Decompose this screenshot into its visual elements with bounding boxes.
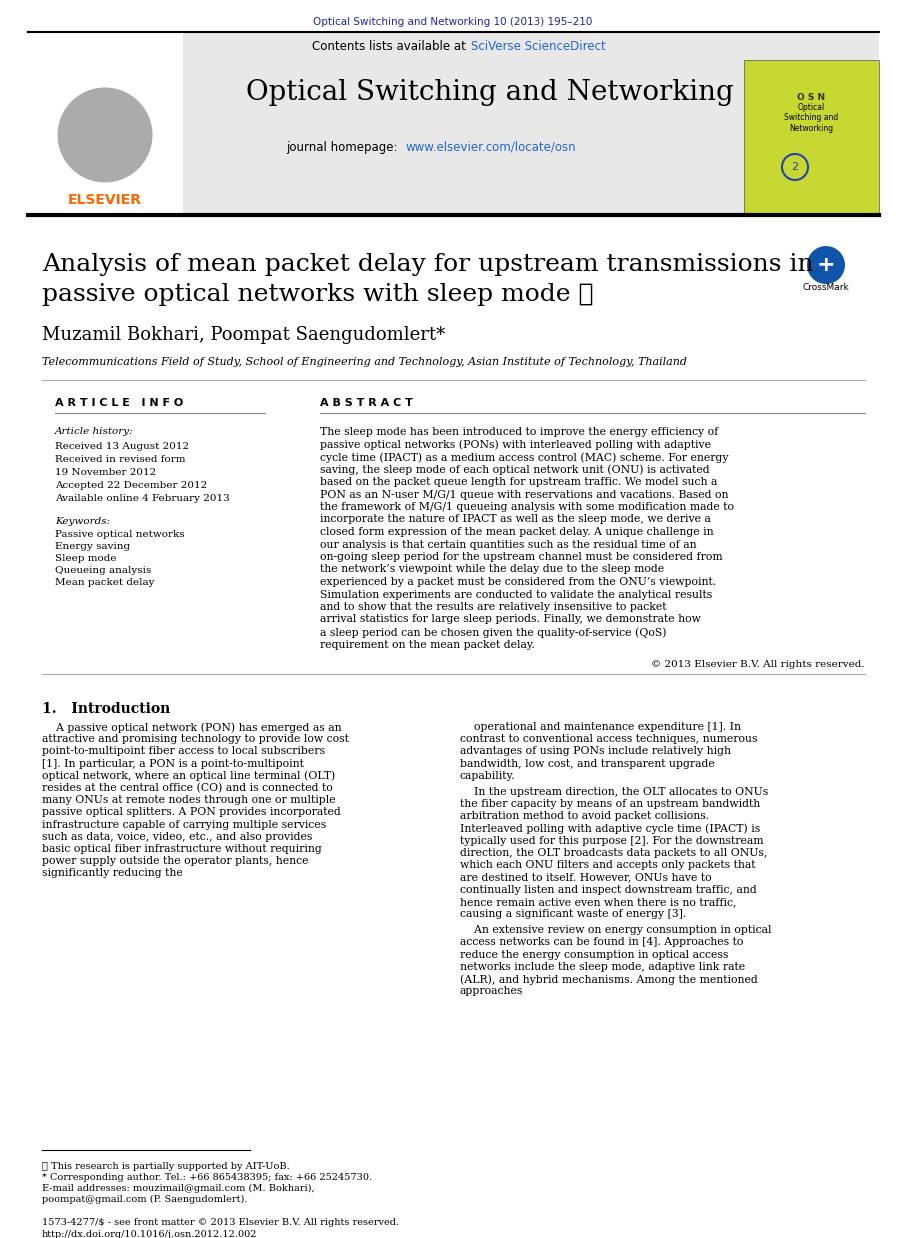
Text: reduce the energy consumption in optical access: reduce the energy consumption in optical…	[460, 950, 728, 959]
Text: passive optical splitters. A PON provides incorporated: passive optical splitters. A PON provide…	[42, 807, 341, 817]
Text: O S N: O S N	[797, 93, 825, 102]
Text: Mean packet delay: Mean packet delay	[55, 578, 154, 587]
Text: Sleep mode: Sleep mode	[55, 553, 116, 563]
Text: Contents lists available at: Contents lists available at	[312, 41, 470, 53]
Text: * Corresponding author. Tel.: +66 865438395; fax: +66 25245730.: * Corresponding author. Tel.: +66 865438…	[42, 1172, 372, 1182]
Text: contrast to conventional access techniques, numerous: contrast to conventional access techniqu…	[460, 734, 757, 744]
Text: a sleep period can be chosen given the quality-of-service (QoS): a sleep period can be chosen given the q…	[320, 626, 667, 638]
Text: 2: 2	[792, 162, 798, 172]
Text: based on the packet queue length for upstream traffic. We model such a: based on the packet queue length for ups…	[320, 477, 717, 487]
Ellipse shape	[57, 88, 152, 182]
Text: ELSEVIER: ELSEVIER	[68, 193, 142, 207]
Text: cycle time (IPACT) as a medium access control (MAC) scheme. For energy: cycle time (IPACT) as a medium access co…	[320, 452, 728, 463]
Text: www.elsevier.com/locate/osn: www.elsevier.com/locate/osn	[406, 140, 577, 154]
Text: Interleaved polling with adaptive cycle time (IPACT) is: Interleaved polling with adaptive cycle …	[460, 823, 760, 834]
Text: attractive and promising technology to provide low cost: attractive and promising technology to p…	[42, 734, 349, 744]
Text: A R T I C L E   I N F O: A R T I C L E I N F O	[55, 397, 183, 409]
Text: Optical Switching and Networking 10 (2013) 195–210: Optical Switching and Networking 10 (201…	[313, 17, 592, 27]
Text: 19 November 2012: 19 November 2012	[55, 468, 156, 477]
Text: continually listen and inspect downstream traffic, and: continually listen and inspect downstrea…	[460, 885, 756, 895]
Text: +: +	[816, 255, 835, 275]
Text: Simulation experiments are conducted to validate the analytical results: Simulation experiments are conducted to …	[320, 589, 712, 599]
Bar	[28, 32, 183, 215]
Text: networks include the sleep mode, adaptive link rate: networks include the sleep mode, adaptiv…	[460, 962, 746, 972]
Text: (ALR), and hybrid mechanisms. Among the mentioned: (ALR), and hybrid mechanisms. Among the …	[460, 974, 757, 984]
Text: capability.: capability.	[460, 771, 515, 781]
Text: Energy saving: Energy saving	[55, 542, 130, 551]
Text: Keywords:: Keywords:	[55, 517, 110, 526]
Text: requirement on the mean packet delay.: requirement on the mean packet delay.	[320, 640, 535, 650]
Text: Optical
Switching and
Networking: Optical Switching and Networking	[784, 103, 838, 132]
Text: and to show that the results are relatively insensitive to packet: and to show that the results are relativ…	[320, 602, 667, 612]
Text: bandwidth, low cost, and transparent upgrade: bandwidth, low cost, and transparent upg…	[460, 759, 715, 769]
Text: Optical Switching and Networking: Optical Switching and Networking	[246, 78, 734, 105]
Text: journal homepage:: journal homepage:	[286, 140, 405, 154]
Text: arrival statistics for large sleep periods. Finally, we demonstrate how: arrival statistics for large sleep perio…	[320, 614, 701, 624]
Text: saving, the sleep mode of each optical network unit (ONU) is activated: saving, the sleep mode of each optical n…	[320, 464, 709, 475]
Text: Muzamil Bokhari, Poompat Saengudomlert*: Muzamil Bokhari, Poompat Saengudomlert*	[42, 326, 445, 344]
Text: 1573-4277/$ - see front matter © 2013 Elsevier B.V. All rights reserved.: 1573-4277/$ - see front matter © 2013 El…	[42, 1218, 399, 1227]
Text: typically used for this purpose [2]. For the downstream: typically used for this purpose [2]. For…	[460, 836, 764, 846]
Bar	[744, 59, 879, 215]
Text: basic optical fiber infrastructure without requiring: basic optical fiber infrastructure witho…	[42, 844, 322, 854]
Text: © 2013 Elsevier B.V. All rights reserved.: © 2013 Elsevier B.V. All rights reserved…	[651, 660, 865, 669]
Text: which each ONU filters and accepts only packets that: which each ONU filters and accepts only …	[460, 860, 756, 870]
Text: the framework of M/G/1 queueing analysis with some modification made to: the framework of M/G/1 queueing analysis…	[320, 501, 734, 513]
Text: experienced by a packet must be considered from the ONU’s viewpoint.: experienced by a packet must be consider…	[320, 577, 717, 587]
Text: Analysis of mean packet delay for upstream transmissions in: Analysis of mean packet delay for upstre…	[42, 254, 814, 276]
Text: The sleep mode has been introduced to improve the energy efficiency of: The sleep mode has been introduced to im…	[320, 427, 718, 437]
Text: direction, the OLT broadcasts data packets to all ONUs,: direction, the OLT broadcasts data packe…	[460, 848, 767, 858]
Text: E-mail addresses: mouzimail@gmail.com (M. Bokhari),: E-mail addresses: mouzimail@gmail.com (M…	[42, 1184, 315, 1193]
Text: point-to-multipoint fiber access to local subscribers: point-to-multipoint fiber access to loca…	[42, 747, 325, 756]
Text: Telecommunications Field of Study, School of Engineering and Technology, Asian I: Telecommunications Field of Study, Schoo…	[42, 357, 687, 366]
Text: arbitration method to avoid packet collisions.: arbitration method to avoid packet colli…	[460, 811, 709, 821]
Text: passive optical networks with sleep mode ☆: passive optical networks with sleep mode…	[42, 284, 593, 307]
Text: hence remain active even when there is no traffic,: hence remain active even when there is n…	[460, 896, 736, 906]
Text: optical network, where an optical line terminal (OLT): optical network, where an optical line t…	[42, 771, 336, 781]
Text: Available online 4 February 2013: Available online 4 February 2013	[55, 494, 229, 503]
Text: CrossMark: CrossMark	[803, 282, 849, 291]
Text: An extensive review on energy consumption in optical: An extensive review on energy consumptio…	[460, 925, 772, 935]
Text: [1]. In particular, a PON is a point-to-multipoint: [1]. In particular, a PON is a point-to-…	[42, 759, 304, 769]
Text: PON as an N-user M/G/1 queue with reservations and vacations. Based on: PON as an N-user M/G/1 queue with reserv…	[320, 489, 728, 499]
Text: the network’s viewpoint while the delay due to the sleep mode: the network’s viewpoint while the delay …	[320, 565, 664, 574]
Text: are destined to itself. However, ONUs have to: are destined to itself. However, ONUs ha…	[460, 873, 712, 883]
Text: SciVerse ScienceDirect: SciVerse ScienceDirect	[471, 41, 606, 53]
Text: significantly reducing the: significantly reducing the	[42, 868, 182, 879]
Text: infrastructure capable of carrying multiple services: infrastructure capable of carrying multi…	[42, 820, 327, 829]
Text: Received in revised form: Received in revised form	[55, 456, 186, 464]
Text: the fiber capacity by means of an upstream bandwidth: the fiber capacity by means of an upstre…	[460, 800, 760, 810]
Bar	[28, 32, 879, 215]
Text: approaches: approaches	[460, 987, 523, 997]
Text: 1.   Introduction: 1. Introduction	[42, 702, 171, 716]
Text: Received 13 August 2012: Received 13 August 2012	[55, 442, 190, 451]
Text: Article history:: Article history:	[55, 427, 133, 436]
Circle shape	[807, 246, 845, 284]
Text: A passive optical network (PON) has emerged as an: A passive optical network (PON) has emer…	[42, 722, 342, 733]
Text: operational and maintenance expenditure [1]. In: operational and maintenance expenditure …	[460, 722, 741, 732]
Text: access networks can be found in [4]. Approaches to: access networks can be found in [4]. App…	[460, 937, 744, 947]
Text: advantages of using PONs include relatively high: advantages of using PONs include relativ…	[460, 747, 731, 756]
Text: Passive optical networks: Passive optical networks	[55, 530, 185, 539]
Text: Queueing analysis: Queueing analysis	[55, 566, 151, 574]
Text: such as data, voice, video, etc., and also provides: such as data, voice, video, etc., and al…	[42, 832, 312, 842]
Text: on-going sleep period for the upstream channel must be considered from: on-going sleep period for the upstream c…	[320, 552, 723, 562]
Text: power supply outside the operator plants, hence: power supply outside the operator plants…	[42, 857, 308, 867]
Text: http://dx.doi.org/10.1016/j.osn.2012.12.002: http://dx.doi.org/10.1016/j.osn.2012.12.…	[42, 1231, 258, 1238]
Text: A B S T R A C T: A B S T R A C T	[320, 397, 413, 409]
Text: many ONUs at remote nodes through one or multiple: many ONUs at remote nodes through one or…	[42, 795, 336, 805]
Text: Accepted 22 December 2012: Accepted 22 December 2012	[55, 482, 208, 490]
Text: In the upstream direction, the OLT allocates to ONUs: In the upstream direction, the OLT alloc…	[460, 787, 768, 797]
Text: our analysis is that certain quantities such as the residual time of an: our analysis is that certain quantities …	[320, 540, 697, 550]
Text: poompat@gmail.com (P. Saengudomlert).: poompat@gmail.com (P. Saengudomlert).	[42, 1195, 248, 1205]
Text: closed form expression of the mean packet delay. A unique challenge in: closed form expression of the mean packe…	[320, 527, 714, 537]
Text: ☆ This research is partially supported by AIT-UoB.: ☆ This research is partially supported b…	[42, 1162, 289, 1171]
Text: causing a significant waste of energy [3].: causing a significant waste of energy [3…	[460, 909, 687, 919]
Text: passive optical networks (PONs) with interleaved polling with adaptive: passive optical networks (PONs) with int…	[320, 439, 711, 451]
Text: incorporate the nature of IPACT as well as the sleep mode, we derive a: incorporate the nature of IPACT as well …	[320, 515, 711, 525]
Text: resides at the central office (CO) and is connected to: resides at the central office (CO) and i…	[42, 782, 333, 794]
